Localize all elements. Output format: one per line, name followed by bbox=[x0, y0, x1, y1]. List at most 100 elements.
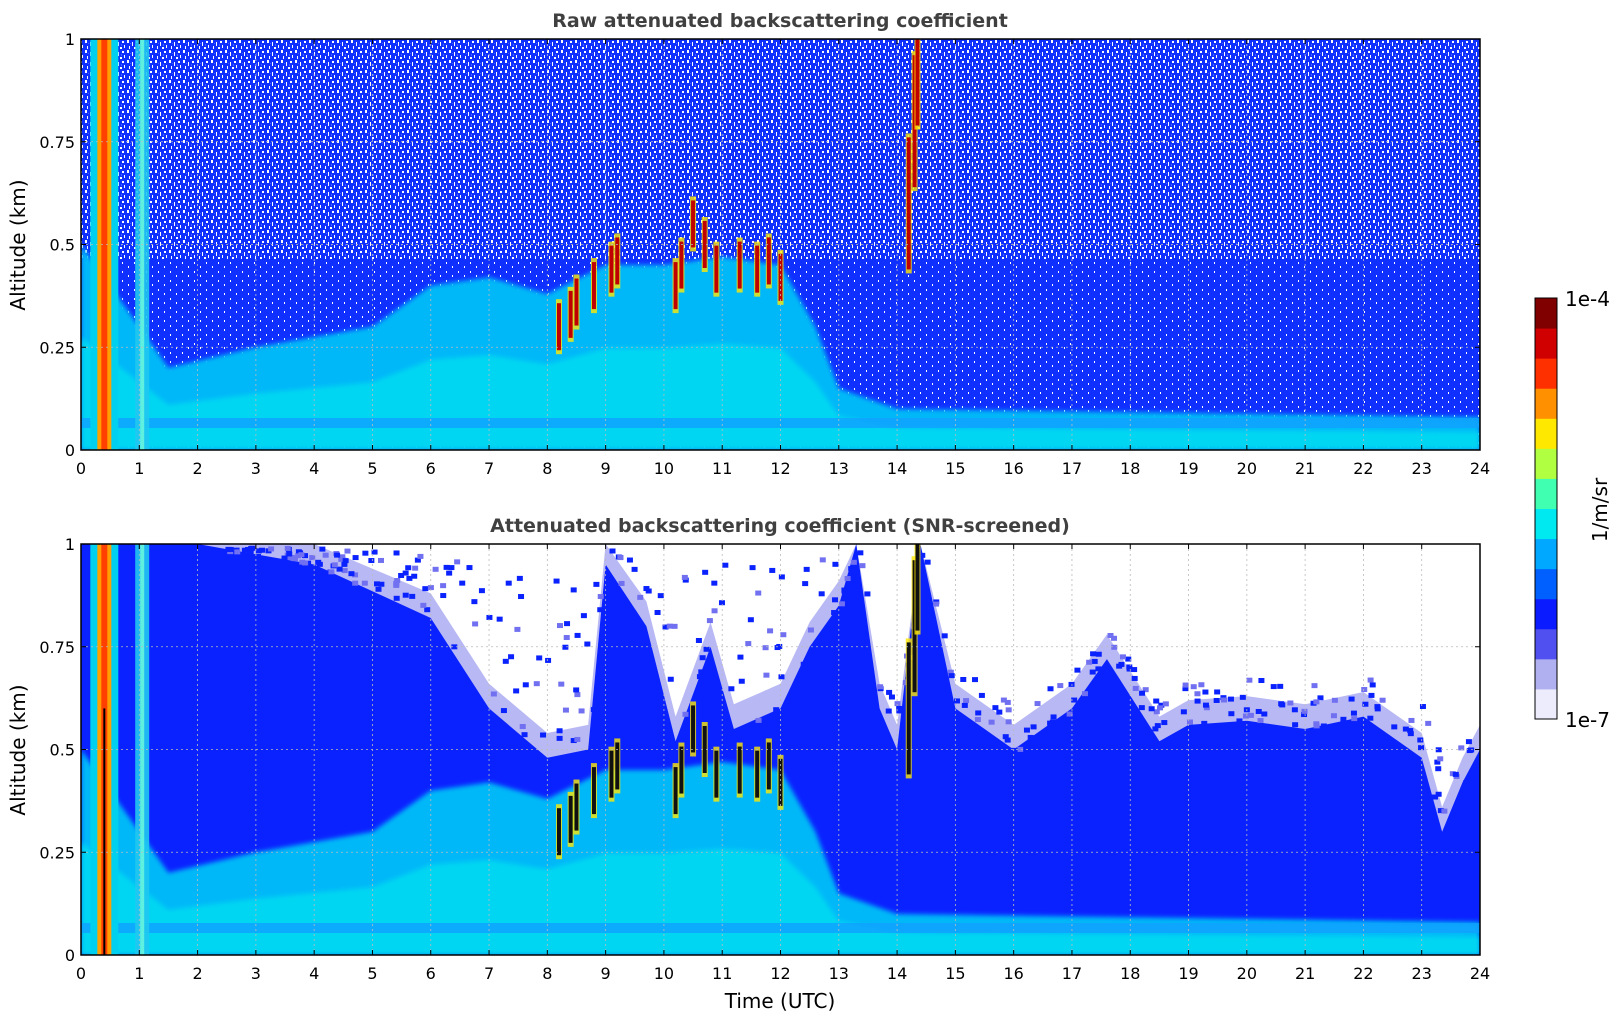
screened-speck bbox=[1407, 731, 1414, 737]
colorbar-swatches bbox=[1535, 298, 1557, 720]
screened-speck bbox=[295, 553, 302, 559]
y-tick-label: 0 bbox=[65, 946, 75, 965]
screened-speck bbox=[1379, 697, 1386, 703]
screened-speck bbox=[1095, 666, 1102, 672]
screened-speck bbox=[1362, 701, 1369, 707]
x-tick-label: 12 bbox=[770, 964, 790, 983]
screened-speck bbox=[1437, 756, 1444, 762]
screened-speck bbox=[1408, 717, 1415, 723]
cloud-cell bbox=[906, 137, 911, 270]
screened-speck bbox=[496, 616, 503, 622]
colorbar-frame bbox=[1534, 297, 1558, 720]
screened-speck bbox=[1194, 698, 1201, 704]
screened-speck bbox=[924, 559, 931, 565]
cloud-cell bbox=[737, 241, 742, 289]
panel-screened-x-ticks: 0 1 2 3 4 5 6 7 8 9 10 11 12 13 14 15 16 17 18 19 20 21 22 23 24 bbox=[76, 544, 1490, 983]
screened-speck bbox=[570, 587, 577, 593]
x-tick-label: 23 bbox=[1412, 964, 1432, 983]
screened-speck bbox=[362, 550, 369, 556]
screened-speck bbox=[698, 669, 705, 675]
cloud-cell bbox=[568, 795, 573, 843]
screened-speck bbox=[778, 674, 785, 680]
screened-speck bbox=[844, 576, 851, 582]
screened-speck bbox=[342, 558, 349, 564]
screened-speck bbox=[1068, 681, 1075, 687]
cloud-cell bbox=[778, 758, 783, 806]
cloud-cell bbox=[766, 237, 771, 285]
screened-speck bbox=[553, 578, 560, 584]
cloud-cell bbox=[906, 642, 911, 775]
screened-speck bbox=[268, 546, 275, 552]
screened-speck bbox=[1374, 706, 1381, 712]
screened-speck bbox=[241, 547, 248, 553]
screened-speck bbox=[513, 688, 520, 694]
x-tick-label: 20 bbox=[1237, 459, 1257, 478]
screened-speck bbox=[451, 644, 458, 650]
colorbar-swatch bbox=[1535, 448, 1557, 479]
screened-speck bbox=[974, 717, 981, 723]
screened-speck bbox=[695, 637, 702, 643]
colorbar-swatch bbox=[1535, 598, 1557, 630]
screened-speck bbox=[618, 580, 625, 586]
screened-speck bbox=[1236, 718, 1243, 724]
screened-speck bbox=[246, 550, 253, 556]
screened-speck bbox=[1317, 695, 1324, 701]
screened-speck bbox=[570, 738, 577, 744]
screened-speck bbox=[574, 692, 581, 698]
x-tick-label: 9 bbox=[601, 964, 611, 983]
x-tick-label: 19 bbox=[1178, 964, 1198, 983]
screened-speck bbox=[1004, 737, 1011, 743]
screened-speck bbox=[919, 552, 926, 558]
screened-speck bbox=[885, 708, 892, 714]
screened-speck bbox=[1361, 687, 1368, 693]
screened-speck bbox=[309, 555, 316, 561]
cloud-cell bbox=[556, 303, 561, 351]
screened-speck bbox=[226, 546, 233, 552]
screened-speck bbox=[1431, 794, 1438, 800]
screened-speck bbox=[859, 563, 866, 569]
screened-speck bbox=[1110, 635, 1117, 641]
screened-speck bbox=[1255, 708, 1262, 714]
screened-speck bbox=[747, 617, 754, 623]
screened-speck bbox=[500, 708, 507, 714]
panel-screened-ylabel: Altitude (km) bbox=[6, 684, 30, 815]
screened-cloud-cells bbox=[555, 544, 921, 860]
x-tick-label: 14 bbox=[887, 964, 907, 983]
raw-surface-band bbox=[81, 418, 1480, 428]
cloud-cell bbox=[702, 221, 707, 268]
colorbar-swatch bbox=[1535, 658, 1557, 690]
screened-speck bbox=[338, 556, 345, 562]
screened-speck bbox=[1047, 686, 1054, 692]
screened-speck bbox=[1367, 677, 1374, 683]
screened-speck bbox=[344, 548, 351, 554]
x-tick-label: 16 bbox=[1003, 459, 1023, 478]
screened-speck bbox=[745, 641, 752, 647]
screened-specks bbox=[225, 545, 1475, 814]
screened-speck bbox=[1201, 720, 1208, 726]
x-tick-label: 7 bbox=[484, 964, 494, 983]
screened-speck bbox=[671, 623, 678, 629]
screened-speck bbox=[894, 701, 901, 707]
screened-speck bbox=[522, 682, 529, 688]
screened-surface-band bbox=[81, 923, 1480, 933]
screened-speck bbox=[711, 580, 718, 586]
screened-speck bbox=[737, 654, 744, 660]
screened-speck bbox=[1434, 759, 1441, 765]
screened-speck bbox=[556, 623, 563, 629]
cloud-cell bbox=[574, 278, 579, 326]
screened-speck bbox=[398, 572, 405, 578]
screened-speck bbox=[1023, 727, 1030, 733]
screened-speck bbox=[1111, 644, 1118, 650]
screened-speck bbox=[696, 674, 703, 680]
screened-speck bbox=[992, 705, 999, 711]
screened-speck bbox=[728, 686, 735, 692]
screened-speck bbox=[331, 562, 338, 568]
screened-speck bbox=[941, 633, 948, 639]
screened-speck bbox=[454, 559, 461, 565]
screened-speck bbox=[348, 571, 355, 577]
screened-speck bbox=[375, 586, 382, 592]
screened-speck bbox=[305, 560, 312, 566]
screened-speck bbox=[406, 575, 413, 581]
x-tick-label: 1 bbox=[134, 459, 144, 478]
cloud-cell bbox=[591, 767, 596, 815]
